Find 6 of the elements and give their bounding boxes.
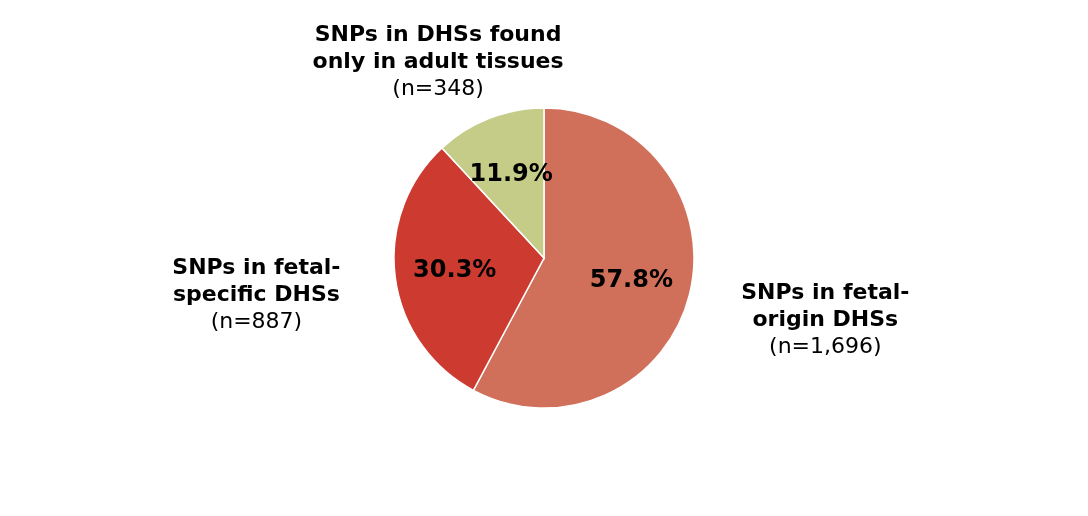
slice-label: SNPs in DHSs found only in adult tissues (n=348) bbox=[312, 21, 564, 101]
data-label: 57.8% bbox=[589, 264, 673, 293]
slice-label: SNPs in fetal- origin DHSs (n=1,696) bbox=[741, 279, 910, 359]
data-label: 11.9% bbox=[469, 159, 553, 188]
data-label: 30.3% bbox=[413, 254, 497, 283]
slice-label: SNPs in fetal- specific DHSs (n=887) bbox=[172, 254, 341, 334]
